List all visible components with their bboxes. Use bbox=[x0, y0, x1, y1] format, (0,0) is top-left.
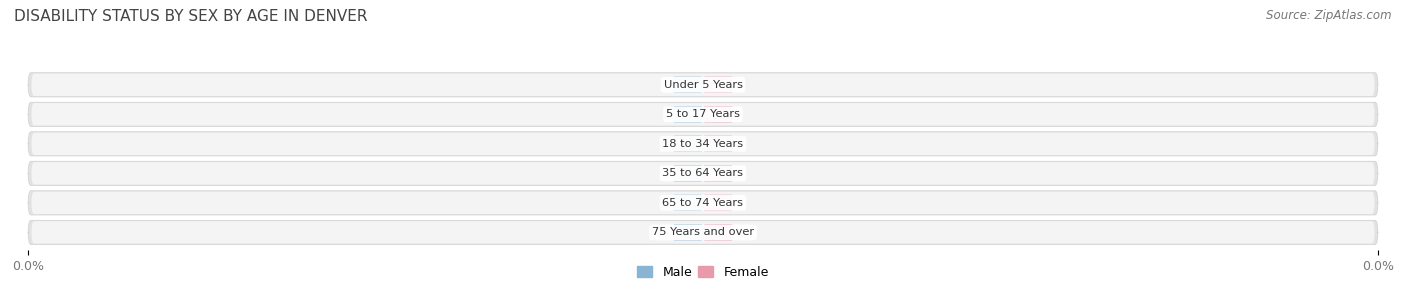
Text: 0.0%: 0.0% bbox=[673, 139, 703, 149]
Text: 0.0%: 0.0% bbox=[703, 139, 733, 149]
FancyBboxPatch shape bbox=[672, 106, 703, 122]
FancyBboxPatch shape bbox=[703, 136, 734, 152]
FancyBboxPatch shape bbox=[28, 161, 1378, 185]
FancyBboxPatch shape bbox=[672, 165, 703, 181]
FancyBboxPatch shape bbox=[31, 192, 1375, 214]
FancyBboxPatch shape bbox=[28, 73, 1378, 97]
FancyBboxPatch shape bbox=[703, 224, 734, 241]
FancyBboxPatch shape bbox=[31, 162, 1375, 185]
FancyBboxPatch shape bbox=[703, 165, 734, 181]
Text: Source: ZipAtlas.com: Source: ZipAtlas.com bbox=[1267, 9, 1392, 22]
Text: Under 5 Years: Under 5 Years bbox=[664, 80, 742, 90]
Text: 0.0%: 0.0% bbox=[703, 198, 733, 208]
Text: 18 to 34 Years: 18 to 34 Years bbox=[662, 139, 744, 149]
FancyBboxPatch shape bbox=[31, 133, 1375, 155]
Text: 0.0%: 0.0% bbox=[703, 109, 733, 119]
Text: 35 to 64 Years: 35 to 64 Years bbox=[662, 168, 744, 178]
Text: DISABILITY STATUS BY SEX BY AGE IN DENVER: DISABILITY STATUS BY SEX BY AGE IN DENVE… bbox=[14, 9, 367, 24]
Text: 5 to 17 Years: 5 to 17 Years bbox=[666, 109, 740, 119]
Text: 0.0%: 0.0% bbox=[673, 198, 703, 208]
FancyBboxPatch shape bbox=[31, 74, 1375, 96]
Text: 0.0%: 0.0% bbox=[703, 80, 733, 90]
FancyBboxPatch shape bbox=[28, 191, 1378, 215]
Text: 0.0%: 0.0% bbox=[673, 80, 703, 90]
Text: 0.0%: 0.0% bbox=[673, 228, 703, 237]
FancyBboxPatch shape bbox=[672, 77, 703, 93]
FancyBboxPatch shape bbox=[703, 106, 734, 122]
Text: 0.0%: 0.0% bbox=[673, 168, 703, 178]
FancyBboxPatch shape bbox=[703, 77, 734, 93]
FancyBboxPatch shape bbox=[672, 195, 703, 211]
FancyBboxPatch shape bbox=[703, 195, 734, 211]
Legend: Male, Female: Male, Female bbox=[633, 261, 773, 284]
FancyBboxPatch shape bbox=[28, 132, 1378, 156]
Text: 0.0%: 0.0% bbox=[703, 168, 733, 178]
Text: 75 Years and over: 75 Years and over bbox=[652, 228, 754, 237]
FancyBboxPatch shape bbox=[31, 103, 1375, 126]
Text: 0.0%: 0.0% bbox=[703, 228, 733, 237]
FancyBboxPatch shape bbox=[672, 224, 703, 241]
FancyBboxPatch shape bbox=[31, 221, 1375, 244]
Text: 65 to 74 Years: 65 to 74 Years bbox=[662, 198, 744, 208]
Text: 0.0%: 0.0% bbox=[673, 109, 703, 119]
FancyBboxPatch shape bbox=[672, 136, 703, 152]
FancyBboxPatch shape bbox=[28, 102, 1378, 127]
FancyBboxPatch shape bbox=[28, 220, 1378, 245]
